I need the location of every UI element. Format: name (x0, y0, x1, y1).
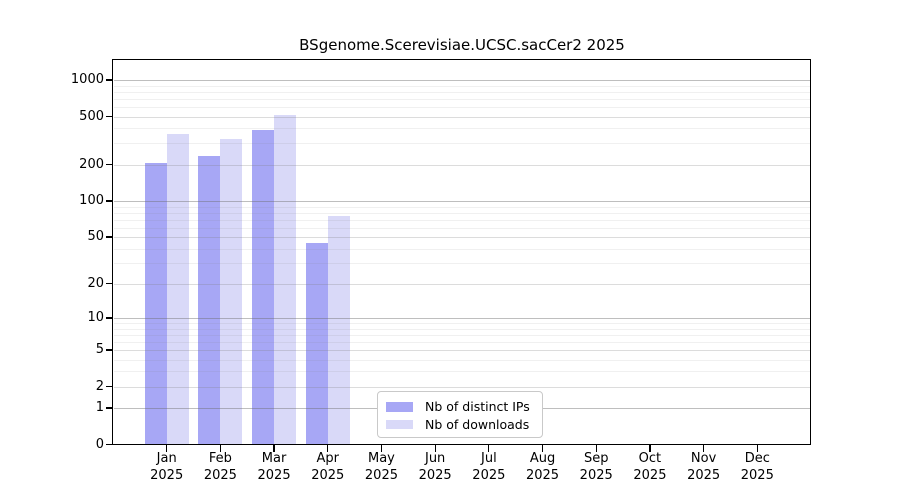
y-tick-label: 2 (95, 378, 104, 394)
gridline (113, 201, 811, 202)
gridline (113, 164, 811, 166)
gridline (113, 317, 811, 319)
gridline (113, 248, 811, 250)
y-tick-label: 1000 (70, 72, 104, 87)
gridline (113, 212, 811, 214)
gridline (113, 328, 811, 330)
gridline (113, 206, 811, 208)
y-tick (106, 236, 113, 238)
legend-item-downloads: Nb of downloads (378, 416, 542, 434)
x-tick-label: May 2025 (364, 451, 398, 483)
x-tick-label: Sep 2025 (579, 451, 613, 483)
gridline (113, 116, 811, 118)
y-tick-label: 1 (95, 399, 104, 415)
y-tick (106, 385, 113, 388)
x-tick-label: Aug 2025 (525, 451, 560, 483)
x-tick-label: Nov 2025 (687, 451, 721, 483)
y-tick-label: 10 (87, 309, 104, 325)
gridline (113, 80, 811, 81)
x-tick-label: Dec 2025 (740, 451, 774, 483)
gridline (113, 227, 811, 229)
bar-distinct-ips (198, 156, 221, 445)
x-tick (219, 444, 221, 452)
y-tick (106, 79, 113, 81)
gridline (113, 91, 811, 93)
y-tick-label: 0 (95, 436, 104, 452)
x-tick (703, 444, 705, 452)
gridline (113, 263, 811, 265)
x-tick-label: Jan 2025 (150, 451, 184, 483)
y-tick-label: 100 (79, 193, 104, 208)
y-tick (106, 443, 113, 446)
legend: Nb of distinct IPs Nb of downloads (377, 391, 543, 438)
x-tick (756, 444, 758, 452)
gridline (113, 85, 811, 87)
bar-downloads (220, 139, 243, 445)
gridline (113, 359, 811, 361)
y-tick (106, 115, 113, 118)
y-tick-label: 20 (87, 275, 104, 291)
bar-downloads (166, 133, 189, 445)
x-tick-label: Oct 2025 (633, 451, 667, 483)
bar-downloads (327, 216, 350, 445)
gridline (113, 128, 811, 130)
x-tick-label: Jul 2025 (472, 451, 506, 483)
x-tick (380, 444, 383, 452)
x-tick-label: Mar 2025 (257, 451, 291, 483)
legend-swatch-downloads (386, 419, 413, 429)
x-tick (166, 444, 168, 452)
x-tick (541, 444, 544, 452)
x-tick (273, 444, 275, 452)
y-tick-label: 200 (79, 156, 104, 172)
gridline (113, 349, 811, 351)
bar-distinct-ips (305, 242, 328, 445)
gridline (113, 323, 811, 325)
x-tick (649, 444, 651, 452)
bar-distinct-ips (144, 163, 167, 445)
y-tick-label: 50 (87, 229, 104, 245)
x-tick-label: Feb 2025 (203, 451, 237, 483)
gridline (113, 106, 811, 108)
y-tick (106, 407, 113, 409)
legend-label-distinct-ips: Nb of distinct IPs (425, 399, 530, 415)
y-tick (106, 200, 113, 202)
gridline (113, 219, 811, 221)
gridline (113, 237, 811, 239)
y-tick-label: 500 (79, 108, 104, 124)
chart-title: BSgenome.Scerevisiae.UCSC.sacCer2 2025 (299, 36, 625, 54)
x-tick (488, 444, 490, 452)
gridline (113, 341, 811, 343)
gridline (113, 371, 811, 373)
x-tick (327, 444, 329, 452)
bar-distinct-ips (252, 130, 275, 445)
gridline (113, 386, 811, 388)
x-tick-label: Jun 2025 (418, 451, 452, 483)
x-tick-label: Apr 2025 (311, 451, 345, 483)
gridline (113, 143, 811, 145)
gridline (113, 334, 811, 336)
y-tick-label: 5 (95, 341, 104, 357)
y-tick (106, 317, 113, 319)
y-tick (106, 349, 113, 351)
y-tick (106, 283, 113, 285)
gridline (113, 98, 811, 100)
legend-swatch-distinct-ips (386, 402, 413, 412)
gridline (113, 283, 811, 285)
bar-downloads (274, 115, 297, 445)
x-tick (595, 444, 597, 452)
y-tick (106, 164, 113, 166)
legend-label-downloads: Nb of downloads (425, 416, 530, 432)
x-tick (434, 444, 436, 452)
legend-item-distinct-ips: Nb of distinct IPs (378, 398, 542, 416)
